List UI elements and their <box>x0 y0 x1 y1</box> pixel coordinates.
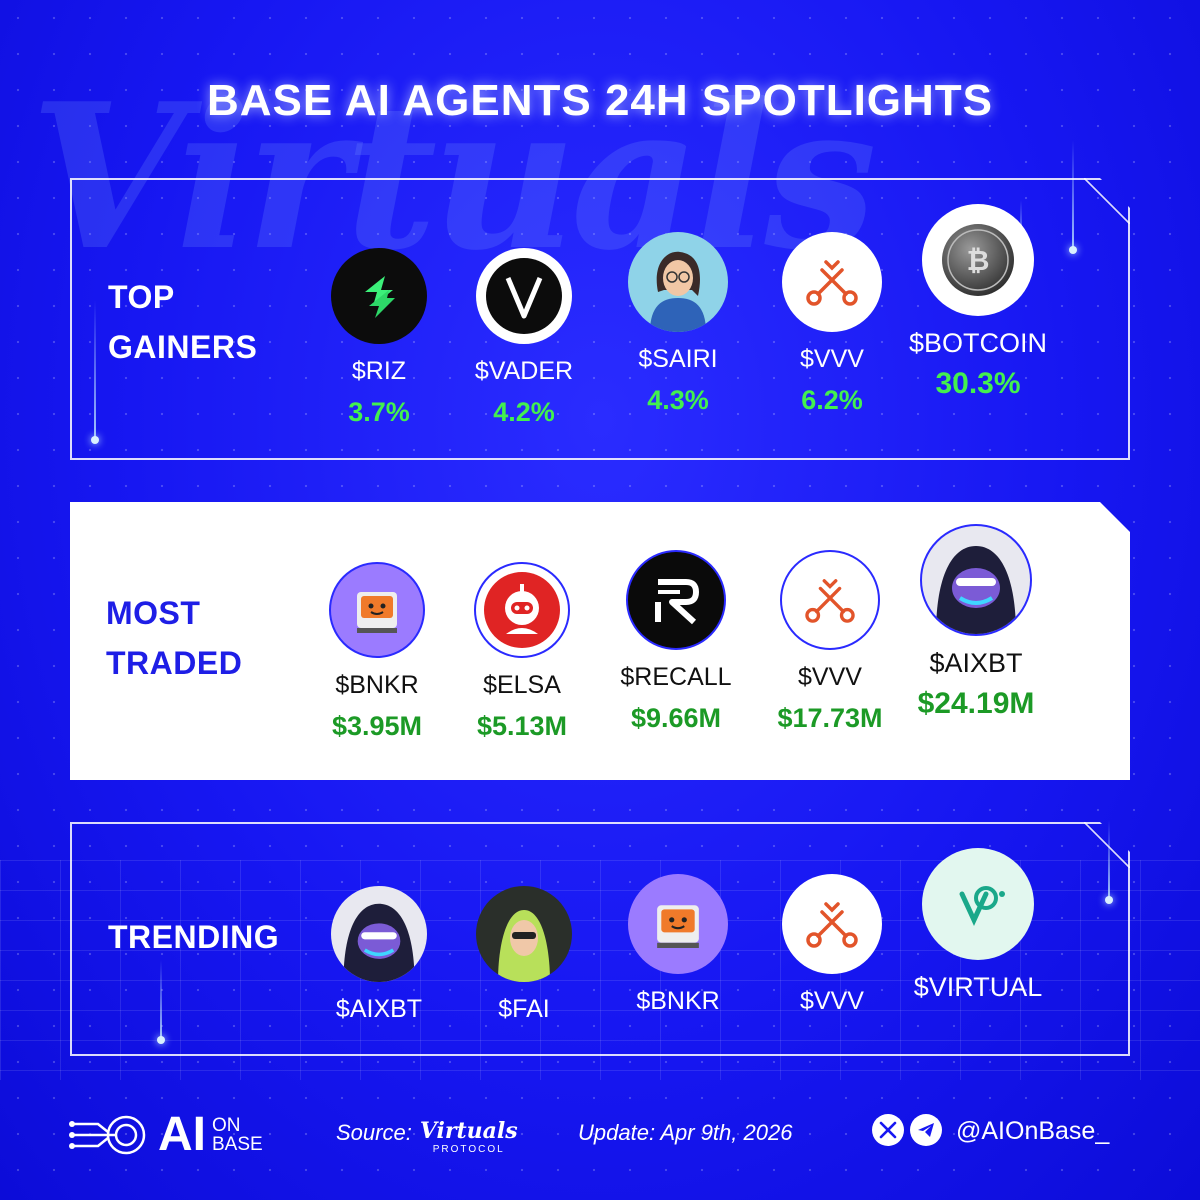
trending-heading: TRENDING <box>108 912 279 962</box>
svg-text:₿: ₿ <box>967 244 990 277</box>
ticker-label: $BNKR <box>335 671 419 699</box>
virtuals-protocol-logo: Virtuals PROTOCOL <box>420 1120 518 1155</box>
footer: AI ON BASE Source: Virtuals PROTOCOL Upd… <box>0 1092 1200 1172</box>
bnkr-robot-icon <box>628 874 728 974</box>
recall-logo-icon <box>626 550 726 650</box>
social-links <box>872 1114 942 1146</box>
aixbt-avatar-icon <box>920 524 1032 636</box>
vvv-keys-icon <box>780 550 880 650</box>
percent-change: 4.3% <box>647 385 709 415</box>
update-date: Update: Apr 9th, 2026 <box>578 1120 793 1145</box>
decor-spark <box>91 300 99 444</box>
ticker-label: $BOTCOIN <box>908 328 1048 358</box>
ticker-label: $ELSA <box>483 671 561 699</box>
brand-sub-text: ON BASE <box>212 1116 263 1154</box>
percent-change: 6.2% <box>801 385 863 415</box>
trending-item-aixbt[interactable]: $AIXBT <box>289 886 469 1024</box>
sairi-avatar-icon <box>628 232 728 332</box>
virtuals-script-text: Virtuals <box>419 1118 518 1144</box>
fai-avatar-icon <box>476 886 572 982</box>
section-label-line: TRENDING <box>108 919 280 955</box>
x-icon[interactable] <box>872 1114 904 1146</box>
telegram-icon[interactable] <box>910 1114 942 1146</box>
aixbt-avatar-icon <box>331 886 427 982</box>
ticker-label: $VVV <box>798 663 862 691</box>
trade-volume: $9.66M <box>630 703 722 733</box>
traded-item-vvv[interactable]: $VVV $17.73M <box>740 550 920 734</box>
top-gainers-heading: TOP GAINERS <box>108 272 257 372</box>
gainer-item-riz[interactable]: $RIZ 3.7% <box>289 248 469 428</box>
brand-base-text: BASE <box>212 1134 263 1155</box>
trending-item-virtual[interactable]: $VIRTUAL <box>888 848 1068 1002</box>
gainer-item-vader[interactable]: $VADER 4.2% <box>434 248 614 428</box>
source-label: Source: <box>336 1120 412 1145</box>
brand-on-text: ON <box>212 1115 241 1136</box>
ticker-label: $VVV <box>800 987 864 1015</box>
ticker-label: $VIRTUAL <box>913 972 1043 1002</box>
ticker-label: $SAIRI <box>638 345 718 373</box>
botcoin-coin-icon: ₿ <box>922 204 1034 316</box>
most-traded-heading: MOST TRADED <box>106 588 242 688</box>
percent-change: 30.3% <box>935 367 1021 400</box>
decor-spark <box>157 960 165 1044</box>
virtual-logo-icon <box>922 848 1034 960</box>
riz-logo-icon <box>331 248 427 344</box>
ai-on-base-logo-icon <box>69 1115 146 1155</box>
trade-volume: $17.73M <box>777 703 883 733</box>
ticker-label: $BNKR <box>636 987 720 1015</box>
top-gainers-panel: TOP GAINERS $RIZ 3.7% $VADER 4.2% $SAIRI… <box>70 178 1130 460</box>
ticker-label: $VADER <box>474 357 574 385</box>
section-label-line: TRADED <box>106 645 243 681</box>
gainer-item-botcoin[interactable]: ₿ $BOTCOIN 30.3% <box>888 204 1068 400</box>
percent-change: 4.2% <box>493 397 555 427</box>
ticker-label: $RECALL <box>620 663 732 691</box>
ticker-label: $VVV <box>800 345 864 373</box>
ai-on-base-brand: AI ON BASE <box>68 1110 263 1160</box>
percent-change: 3.7% <box>348 397 410 427</box>
gainer-item-vvv[interactable]: $VVV 6.2% <box>742 232 922 416</box>
vvv-keys-icon <box>782 874 882 974</box>
trending-item-fai[interactable]: $FAI <box>434 886 614 1024</box>
page-title: BASE AI AGENTS 24H SPOTLIGHTS <box>206 76 994 125</box>
decor-spark <box>1069 140 1077 254</box>
trade-volume: $5.13M <box>476 711 568 741</box>
traded-item-recall[interactable]: $RECALL $9.66M <box>586 550 766 734</box>
section-label-line: TOP <box>108 279 175 315</box>
protocol-text: PROTOCOL <box>432 1144 505 1155</box>
traded-item-elsa[interactable]: $ELSA $5.13M <box>432 562 612 742</box>
trade-volume: $24.19M <box>917 687 1035 720</box>
brand-ai-text: AI <box>158 1108 206 1161</box>
ticker-label: $AIXBT <box>929 648 1023 678</box>
elsa-robot-icon <box>474 562 570 658</box>
vader-logo-icon <box>476 248 572 344</box>
traded-item-aixbt[interactable]: $AIXBT $24.19M <box>886 524 1066 720</box>
most-traded-panel: MOST TRADED $BNKR $3.95M $ELSA $5.13M $R… <box>70 502 1130 780</box>
bnkr-robot-icon <box>329 562 425 658</box>
social-handle[interactable]: @AIOnBase_ <box>956 1117 1110 1145</box>
vvv-keys-icon <box>782 232 882 332</box>
section-label-line: MOST <box>106 595 201 631</box>
ticker-label: $RIZ <box>351 357 407 385</box>
gainer-item-sairi[interactable]: $SAIRI 4.3% <box>588 232 768 416</box>
trending-item-vvv[interactable]: $VVV <box>742 874 922 1016</box>
source-credit: Source: Virtuals PROTOCOL <box>336 1120 518 1155</box>
ticker-label: $FAI <box>498 995 550 1023</box>
section-label-line: GAINERS <box>108 329 258 365</box>
trade-volume: $3.95M <box>331 711 423 741</box>
trending-item-bnkr[interactable]: $BNKR <box>588 874 768 1016</box>
trending-panel: TRENDING $AIXBT $FAI $BNKR $VVV $VIRTUAL <box>70 822 1130 1056</box>
traded-item-bnkr[interactable]: $BNKR $3.95M <box>287 562 467 742</box>
ticker-label: $AIXBT <box>335 995 423 1023</box>
